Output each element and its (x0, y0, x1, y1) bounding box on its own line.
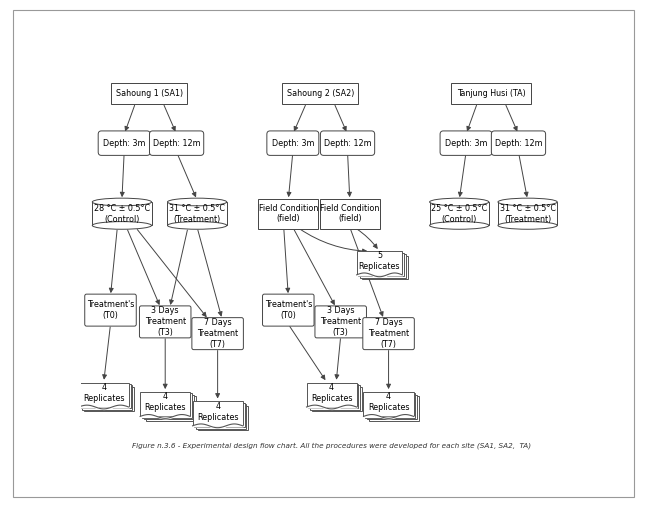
Text: 4
Replicates: 4 Replicates (144, 392, 186, 412)
FancyBboxPatch shape (363, 318, 414, 350)
FancyBboxPatch shape (192, 318, 243, 350)
FancyBboxPatch shape (498, 202, 557, 226)
FancyBboxPatch shape (146, 396, 196, 421)
Text: 4
Replicates: 4 Replicates (367, 392, 410, 412)
FancyBboxPatch shape (263, 294, 314, 326)
FancyBboxPatch shape (84, 387, 134, 411)
FancyBboxPatch shape (93, 202, 151, 226)
FancyBboxPatch shape (78, 383, 129, 407)
Text: Depth: 12m: Depth: 12m (495, 138, 542, 148)
FancyBboxPatch shape (451, 84, 531, 104)
Text: 5
Replicates: 5 Replicates (358, 251, 400, 271)
Text: Figure n.3.6 - Experimental design flow chart. All the procedures were developed: Figure n.3.6 - Experimental design flow … (132, 442, 531, 449)
FancyBboxPatch shape (440, 131, 492, 155)
FancyBboxPatch shape (142, 393, 192, 418)
FancyBboxPatch shape (193, 402, 243, 426)
FancyBboxPatch shape (149, 131, 204, 155)
FancyBboxPatch shape (360, 254, 406, 278)
FancyBboxPatch shape (320, 199, 380, 229)
Text: Depth: 3m: Depth: 3m (103, 138, 146, 148)
FancyBboxPatch shape (267, 131, 319, 155)
FancyBboxPatch shape (82, 385, 133, 410)
FancyBboxPatch shape (309, 384, 358, 409)
FancyBboxPatch shape (491, 131, 545, 155)
Text: Depth: 3m: Depth: 3m (444, 138, 487, 148)
Ellipse shape (93, 222, 151, 229)
Ellipse shape (430, 198, 489, 206)
FancyBboxPatch shape (312, 387, 362, 411)
Text: 3 Days
Treatment
(T3): 3 Days Treatment (T3) (145, 306, 186, 338)
Text: Field Condition
(field): Field Condition (field) (320, 204, 380, 224)
Text: Sahoung 1 (SA1): Sahoung 1 (SA1) (116, 89, 183, 98)
Text: 3 Days
Treatment
(T3): 3 Days Treatment (T3) (320, 306, 361, 338)
Text: 4
Replicates: 4 Replicates (197, 402, 238, 422)
Text: 4
Replicates: 4 Replicates (83, 383, 124, 403)
Text: 7 Days
Treatment
(T7): 7 Days Treatment (T7) (197, 318, 238, 349)
FancyBboxPatch shape (140, 306, 191, 338)
FancyBboxPatch shape (310, 385, 360, 410)
FancyBboxPatch shape (98, 131, 150, 155)
FancyBboxPatch shape (258, 199, 318, 229)
FancyBboxPatch shape (80, 384, 131, 409)
Ellipse shape (93, 198, 151, 206)
FancyBboxPatch shape (364, 392, 413, 416)
Text: Treatment's
(T0): Treatment's (T0) (87, 300, 134, 320)
FancyBboxPatch shape (144, 395, 194, 419)
FancyBboxPatch shape (196, 404, 247, 428)
Ellipse shape (498, 198, 557, 206)
Ellipse shape (168, 222, 226, 229)
FancyBboxPatch shape (320, 131, 375, 155)
FancyBboxPatch shape (315, 306, 366, 338)
FancyBboxPatch shape (194, 403, 245, 427)
FancyBboxPatch shape (140, 392, 190, 416)
Ellipse shape (430, 222, 489, 229)
Text: 31 °C ± 0.5°C
(Treatment): 31 °C ± 0.5°C (Treatment) (169, 204, 225, 224)
FancyBboxPatch shape (85, 294, 137, 326)
FancyBboxPatch shape (356, 251, 402, 275)
Ellipse shape (498, 222, 557, 229)
FancyBboxPatch shape (307, 383, 356, 407)
Text: Depth: 3m: Depth: 3m (272, 138, 314, 148)
FancyBboxPatch shape (367, 395, 417, 419)
FancyBboxPatch shape (111, 84, 187, 104)
Text: Field Condition
(field): Field Condition (field) (259, 204, 318, 224)
Text: Depth: 12m: Depth: 12m (324, 138, 371, 148)
Text: 7 Days
Treatment
(T7): 7 Days Treatment (T7) (368, 318, 409, 349)
FancyBboxPatch shape (358, 253, 404, 276)
FancyBboxPatch shape (366, 393, 415, 418)
Text: 4
Replicates: 4 Replicates (311, 383, 353, 403)
FancyBboxPatch shape (282, 84, 358, 104)
Text: Depth: 12m: Depth: 12m (153, 138, 201, 148)
Text: Sahoung 2 (SA2): Sahoung 2 (SA2) (287, 89, 354, 98)
Text: 28 °C ± 0.5°C
(Control): 28 °C ± 0.5°C (Control) (94, 204, 150, 224)
Text: Treatment's
(T0): Treatment's (T0) (265, 300, 312, 320)
Text: Tanjung Husi (TA): Tanjung Husi (TA) (457, 89, 525, 98)
FancyBboxPatch shape (362, 256, 408, 279)
FancyBboxPatch shape (430, 202, 489, 226)
FancyBboxPatch shape (168, 202, 226, 226)
Ellipse shape (168, 198, 226, 206)
FancyBboxPatch shape (198, 406, 248, 430)
Text: 31 °C ± 0.5°C
(Treatment): 31 °C ± 0.5°C (Treatment) (499, 204, 556, 224)
Text: 25 °C ± 0.5°C
(Control): 25 °C ± 0.5°C (Control) (431, 204, 487, 224)
FancyBboxPatch shape (369, 396, 419, 421)
